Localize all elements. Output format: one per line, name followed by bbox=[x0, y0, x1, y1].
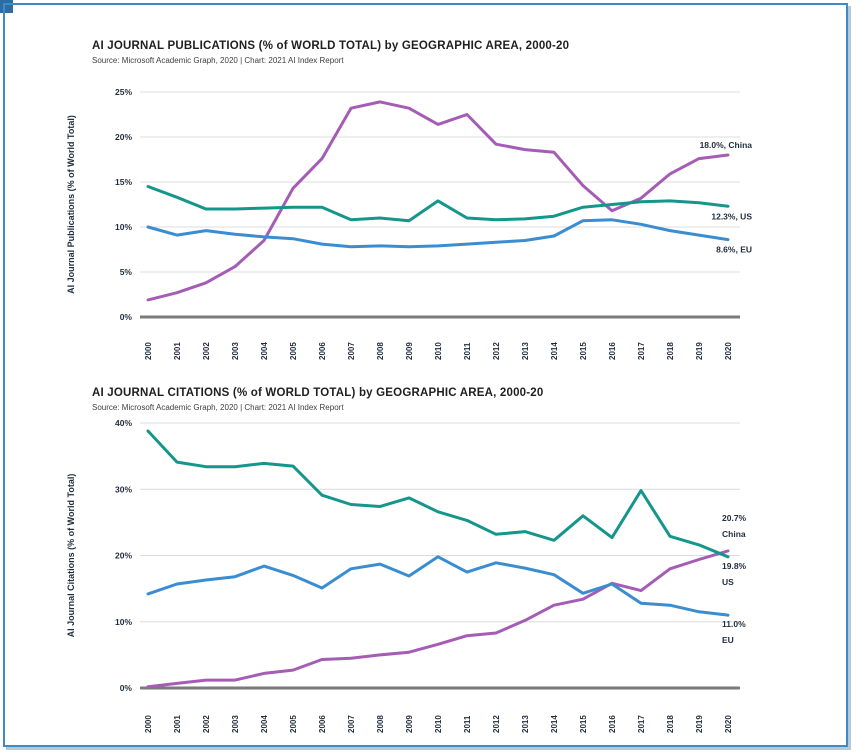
citations-line-chart: 0% 10% 20% 30% 40% AI Journal Citations (% of… bbox=[66, 418, 747, 733]
series-end-label-eu: EU bbox=[722, 635, 734, 645]
x-tick-label: 2006 bbox=[318, 342, 327, 360]
series-line-us bbox=[146, 185, 730, 223]
x-tick-label: 2011 bbox=[463, 342, 472, 360]
y-tick-label: 5% bbox=[120, 267, 133, 277]
x-tick-label: 2003 bbox=[231, 715, 240, 733]
series-end-label-eu: 11.0% bbox=[722, 619, 746, 629]
x-tick-label: 2019 bbox=[695, 342, 704, 360]
y-tick-label: 10% bbox=[115, 222, 132, 232]
x-tick-label: 2011 bbox=[463, 715, 472, 733]
x-tick-label: 2000 bbox=[144, 342, 153, 360]
publications-line-chart: 0% 5% 10% 15% 20% 25% AI Journal Publications … bbox=[66, 87, 753, 360]
y-tick-label: 0% bbox=[120, 683, 133, 693]
x-tick-label: 2009 bbox=[405, 342, 414, 360]
series-end-label-us: US bbox=[722, 577, 734, 587]
x-tick-label: 2009 bbox=[405, 715, 414, 733]
series-end-label-china: China bbox=[722, 529, 746, 539]
corner-mark bbox=[0, 0, 13, 13]
publications-chart-source: Source: Microsoft Academic Graph, 2020 |… bbox=[92, 56, 344, 65]
y-axis-title: AI Journal Citations (% of World Total) bbox=[66, 474, 76, 638]
x-tick-label: 2003 bbox=[231, 342, 240, 360]
x-tick-label: 2012 bbox=[492, 342, 501, 360]
x-tick-label: 2004 bbox=[260, 715, 269, 733]
y-tick-label: 15% bbox=[115, 177, 132, 187]
x-tick-label: 2005 bbox=[289, 342, 298, 360]
x-tick-label: 2017 bbox=[637, 342, 646, 360]
x-tick-label: 2017 bbox=[637, 715, 646, 733]
x-tick-label: 2016 bbox=[608, 342, 617, 360]
x-tick-label: 2007 bbox=[347, 715, 356, 733]
series-line-us bbox=[146, 429, 730, 559]
series-end-label-china: 20.7% bbox=[722, 513, 747, 523]
y-tick-label: 20% bbox=[115, 132, 132, 142]
y-tick-label: 40% bbox=[115, 418, 132, 428]
x-tick-label: 2010 bbox=[434, 342, 443, 360]
x-tick-label: 2018 bbox=[666, 342, 675, 360]
y-tick-label: 0% bbox=[120, 312, 133, 322]
x-tick-label: 2013 bbox=[521, 342, 530, 360]
series-end-label-us: 12.3%, US bbox=[711, 211, 752, 221]
y-tick-label: 10% bbox=[115, 617, 132, 627]
x-tick-label: 2002 bbox=[202, 342, 211, 360]
x-tick-label: 2010 bbox=[434, 715, 443, 733]
series-line-eu bbox=[146, 218, 730, 249]
x-tick-label: 2013 bbox=[521, 715, 530, 733]
y-tick-label: 25% bbox=[115, 87, 132, 97]
x-tick-label: 2001 bbox=[173, 342, 182, 360]
x-tick-label: 2016 bbox=[608, 715, 617, 733]
x-tick-label: 2001 bbox=[173, 715, 182, 733]
x-tick-label: 2005 bbox=[289, 715, 298, 733]
x-tick-label: 2012 bbox=[492, 715, 501, 733]
series-end-label-us: 19.8% bbox=[722, 561, 747, 571]
x-tick-label: 2008 bbox=[376, 342, 385, 360]
x-tick-label: 2015 bbox=[579, 715, 588, 733]
x-tick-label: 2007 bbox=[347, 342, 356, 360]
series-line-china bbox=[146, 549, 730, 689]
citations-chart-source: Source: Microsoft Academic Graph, 2020 |… bbox=[92, 403, 344, 412]
x-tick-label: 2019 bbox=[695, 715, 704, 733]
x-tick-label: 2008 bbox=[376, 715, 385, 733]
x-tick-label: 2000 bbox=[144, 715, 153, 733]
x-tick-label: 2004 bbox=[260, 342, 269, 360]
y-axis-title: AI Journal Publications (% of World Tota… bbox=[66, 115, 76, 294]
x-tick-label: 2006 bbox=[318, 715, 327, 733]
series-end-label-china: 18.0%, China bbox=[700, 140, 753, 150]
x-tick-label: 2020 bbox=[724, 342, 733, 360]
x-tick-label: 2014 bbox=[550, 342, 559, 360]
y-tick-label: 20% bbox=[115, 551, 132, 561]
series-end-label-eu: 8.6%, EU bbox=[716, 245, 752, 255]
publications-chart-title: AI JOURNAL PUBLICATIONS (% of WORLD TOTA… bbox=[92, 40, 570, 52]
citations-chart-title: AI JOURNAL CITATIONS (% of WORLD TOTAL) … bbox=[92, 387, 544, 399]
x-tick-label: 2020 bbox=[724, 715, 733, 733]
x-tick-label: 2014 bbox=[550, 715, 559, 733]
series-line-eu bbox=[146, 555, 730, 617]
x-tick-label: 2002 bbox=[202, 715, 211, 733]
x-tick-label: 2015 bbox=[579, 342, 588, 360]
y-tick-label: 30% bbox=[115, 484, 132, 494]
x-tick-label: 2018 bbox=[666, 715, 675, 733]
